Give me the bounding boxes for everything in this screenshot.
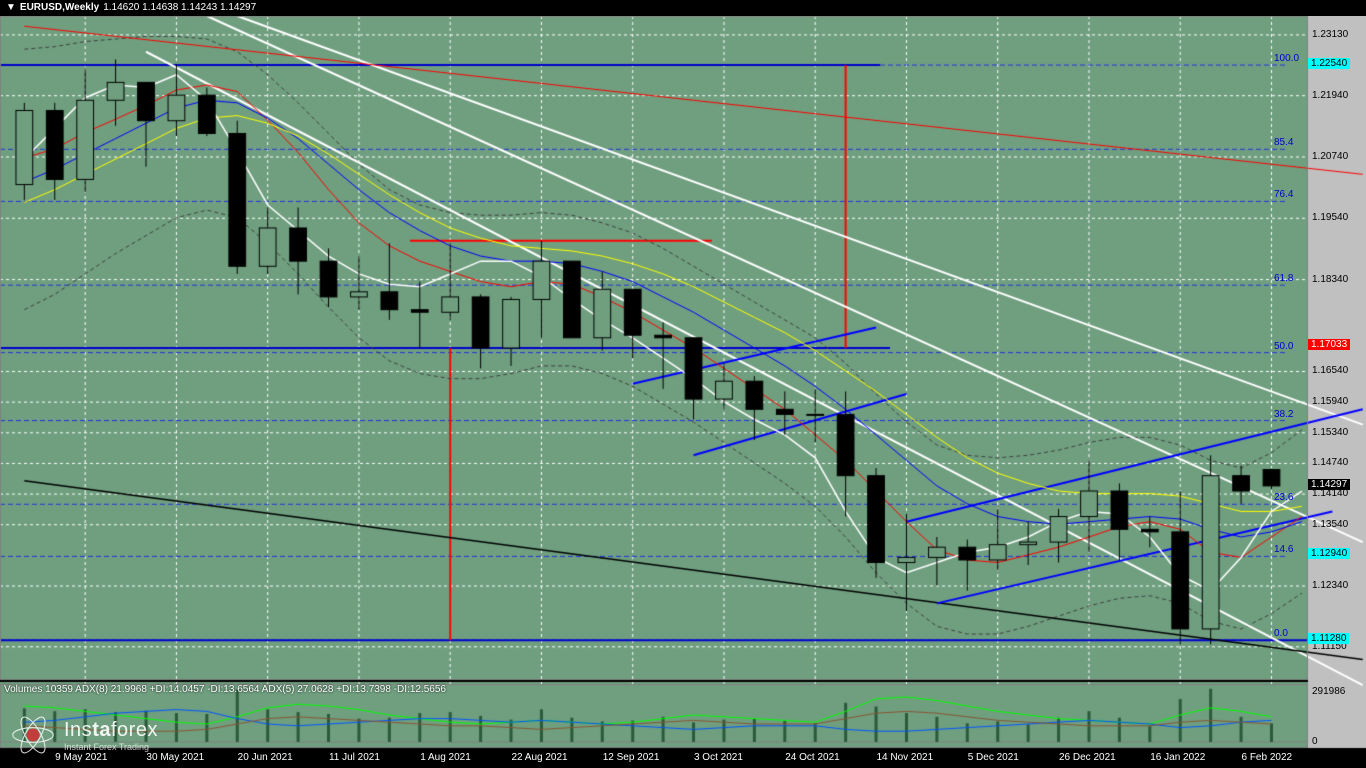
- fib-label: 85.4: [1274, 137, 1293, 148]
- price-tag: 1.14297: [1308, 479, 1350, 490]
- y-tick: 1.18340: [1312, 274, 1348, 285]
- y-tick: 1.14740: [1312, 457, 1348, 468]
- fib-label: 14.6: [1274, 544, 1293, 555]
- x-tick: 26 Dec 2021: [1059, 752, 1116, 763]
- y-tick: 1.15340: [1312, 427, 1348, 438]
- x-tick: 6 Feb 2022: [1241, 752, 1292, 763]
- x-tick: 16 Jan 2022: [1150, 752, 1205, 763]
- chart-canvas: [0, 0, 1366, 768]
- ohlc-label: 1.14620 1.14638 1.14243 1.14297: [103, 0, 256, 16]
- x-tick: 14 Nov 2021: [876, 752, 933, 763]
- fib-label: 76.4: [1274, 189, 1293, 200]
- y-tick: 1.21940: [1312, 90, 1348, 101]
- y-tick: 1.15940: [1312, 396, 1348, 407]
- x-tick: 1 Aug 2021: [420, 752, 471, 763]
- y-tick: 1.13540: [1312, 519, 1348, 530]
- y-tick: 1.23130: [1312, 29, 1348, 40]
- fib-label: 0.0: [1274, 628, 1288, 639]
- y-tick: 1.19540: [1312, 212, 1348, 223]
- symbol-label: EURUSD,Weekly: [20, 0, 99, 16]
- instaforex-logo: Instaforex Instant Forex Trading: [10, 712, 158, 758]
- fib-label: 23.6: [1274, 492, 1293, 503]
- x-tick: 5 Dec 2021: [968, 752, 1019, 763]
- x-tick: 3 Oct 2021: [694, 752, 743, 763]
- y-tick: 1.12340: [1312, 580, 1348, 591]
- x-tick: 11 Jul 2021: [329, 752, 380, 763]
- fib-label: 50.0: [1274, 341, 1293, 352]
- fib-label: 100.0: [1274, 53, 1299, 64]
- price-tag: 1.11280: [1308, 633, 1349, 644]
- y-tick: 1.20740: [1312, 151, 1348, 162]
- x-tick: 22 Aug 2021: [511, 752, 567, 763]
- chart-container: ▼ EURUSD,Weekly 1.14620 1.14638 1.14243 …: [0, 0, 1366, 768]
- down-arrow-icon: ▼: [6, 0, 16, 16]
- indicator-y-tick: 291986: [1312, 686, 1345, 697]
- price-tag: 1.22540: [1308, 58, 1350, 69]
- fib-label: 61.8: [1274, 273, 1293, 284]
- price-tag: 1.12940: [1308, 548, 1350, 559]
- x-tick: 12 Sep 2021: [603, 752, 660, 763]
- chart-header: ▼ EURUSD,Weekly 1.14620 1.14638 1.14243 …: [0, 0, 1366, 16]
- indicator-header: Volumes 10359 ADX(8) 21.9968 +DI:14.0457…: [4, 684, 446, 695]
- y-tick: 1.16540: [1312, 365, 1348, 376]
- logo-icon: [10, 712, 56, 758]
- x-tick: 24 Oct 2021: [785, 752, 839, 763]
- x-tick: 20 Jun 2021: [238, 752, 293, 763]
- price-tag: 1.17033: [1308, 339, 1350, 350]
- indicator-y-tick: 0: [1312, 736, 1318, 747]
- fib-label: 38.2: [1274, 409, 1293, 420]
